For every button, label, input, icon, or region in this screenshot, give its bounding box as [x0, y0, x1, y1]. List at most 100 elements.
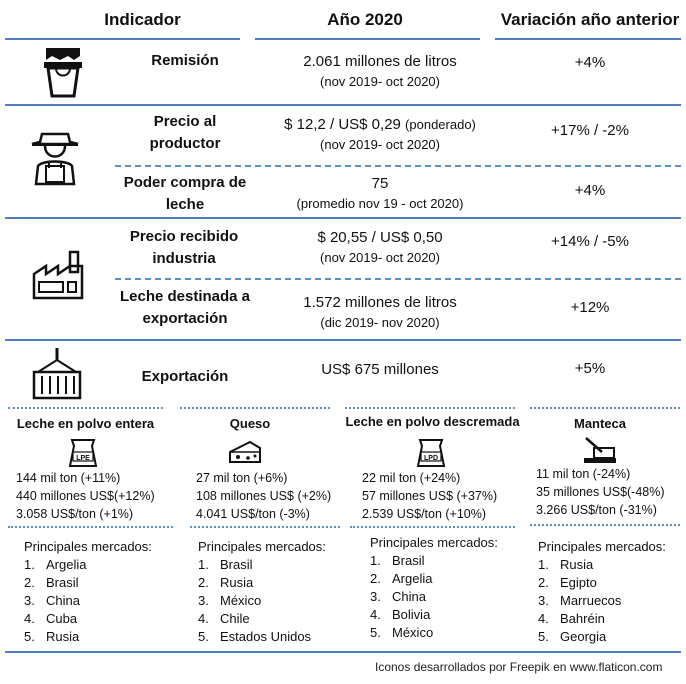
header-indicador: Indicador	[104, 10, 181, 29]
period-remision: (nov 2019- oct 2020)	[320, 74, 440, 89]
header-rule-3	[495, 38, 681, 40]
value-precio-industria-main: $ 20,55 / US$ 0,50	[317, 229, 443, 246]
value-precio-industria: $ 20,55 / US$ 0,50 (nov 2019- oct 2020)	[262, 228, 498, 268]
label-exportacion: Exportación	[141, 368, 229, 385]
markets-title-lpd: Principales mercados:	[370, 535, 498, 550]
markets-lpd: Principales mercados: 1. Brasil 2. Argelia…	[370, 534, 520, 642]
product-name-queso: Queso	[229, 416, 271, 431]
lpd-icon-text: LPD	[424, 455, 438, 462]
dash-rule-1	[115, 165, 681, 167]
cheese-icon	[229, 440, 261, 463]
markets-title-lpe: Principales mercados:	[24, 539, 152, 554]
lpe-icon-text: LPE	[76, 455, 90, 462]
value-leche-exportacion-main: 1.572 millones de litros	[303, 294, 457, 311]
label-remision: Remisión	[151, 52, 219, 69]
market-lpe-4: Cuba	[46, 611, 78, 626]
variation-exportacion: +5%	[574, 360, 606, 377]
stat-lpe-2: 3.058 US$/ton (+1%)	[16, 507, 134, 521]
market-lpd-5: México	[392, 625, 434, 640]
market-manteca-5: Georgia	[560, 629, 607, 644]
header-rule-2	[255, 38, 480, 40]
market-manteca-4: Bahréin	[560, 611, 605, 626]
stat-lpd-1: 57 millones US$ (+37%)	[362, 489, 498, 503]
product-name-manteca: Manteca	[573, 416, 627, 431]
period-leche-exportacion: (dic 2019- nov 2020)	[320, 315, 440, 330]
rule-after-leche-exportacion	[5, 339, 681, 341]
footer-credit: Iconos desarrollados por Freepik en www.…	[375, 660, 663, 674]
label-leche-exportacion: Leche destinada a exportación	[119, 288, 251, 327]
product-top-rule-3	[345, 407, 515, 409]
rule-after-poder	[5, 217, 681, 219]
stat-manteca-1: 35 millones US$(-48%)	[536, 485, 665, 499]
header-anio: Año 2020	[327, 10, 403, 29]
stats-queso: 27 mil ton (+6%) 108 millones US$ (+2%) …	[196, 469, 346, 523]
markets-title-queso: Principales mercados:	[198, 539, 326, 554]
stat-queso-1: 108 millones US$ (+2%)	[196, 489, 332, 503]
product-name-lpd: Leche en polvo descremada	[345, 414, 520, 429]
header-rule-1	[5, 38, 240, 40]
powder-bag-lpd-icon: LPD	[416, 439, 446, 467]
market-lpd-4: Bolivia	[392, 607, 431, 622]
value-leche-exportacion: 1.572 millones de litros (dic 2019- nov …	[262, 293, 498, 333]
rule-after-remision	[5, 104, 681, 106]
stat-manteca-0: 11 mil ton (-24%)	[536, 467, 631, 481]
product-top-rule-1	[8, 407, 163, 409]
stat-queso-2: 4.041 US$/ton (-3%)	[196, 507, 310, 521]
butter-icon	[584, 437, 616, 463]
value-poder-compra: 75 (promedio nov 19 - oct 2020)	[262, 174, 498, 214]
markets-manteca: Principales mercados: 1. Rusia 2. Egipto 3…	[538, 538, 683, 646]
powder-bag-lpe-icon: LPE	[68, 439, 98, 467]
container-crane-icon	[32, 348, 82, 400]
label-precio-industria: Precio recibido industria	[129, 228, 239, 267]
market-lpd-1: Brasil	[392, 553, 425, 568]
market-lpe-3: China	[46, 593, 80, 608]
market-queso-5: Estados Unidos	[220, 629, 312, 644]
product-top-rule-4	[530, 407, 680, 409]
period-precio-industria: (nov 2019- oct 2020)	[320, 250, 440, 265]
markets-title-manteca: Principales mercados:	[538, 539, 666, 554]
value-remision: 2.061 millones de litros (nov 2019- oct …	[265, 52, 495, 92]
stats-manteca: 11 mil ton (-24%) 35 millones US$(-48%) …	[536, 465, 686, 519]
market-manteca-1: Rusia	[560, 557, 594, 572]
product-mid-rule-3	[350, 526, 515, 528]
market-manteca-3: Marruecos	[560, 593, 622, 608]
product-mid-rule-1	[8, 526, 173, 528]
markets-queso: Principales mercados: 1. Brasil 2. Rusia 3…	[198, 538, 348, 646]
variation-precio-industria: +14% / -5%	[551, 233, 629, 250]
label-precio-productor: Precio al productor	[149, 113, 221, 152]
product-mid-rule-2	[190, 526, 340, 528]
variation-precio-productor: +17% / -2%	[551, 122, 629, 139]
stat-queso-0: 27 mil ton (+6%)	[196, 471, 288, 485]
market-queso-3: México	[220, 593, 262, 608]
variation-remision: +4%	[574, 54, 606, 71]
stat-manteca-2: 3.266 US$/ton (-31%)	[536, 503, 657, 517]
value-remision-main: 2.061 millones de litros	[303, 53, 457, 70]
market-queso-4: Chile	[220, 611, 250, 626]
value-precio-productor-main: $ 12,2 / US$ 0,29	[284, 116, 401, 133]
markets-lpe: Principales mercados: 1. Argelia 2. Brasil…	[24, 538, 174, 646]
value-exportacion: US$ 675 millones	[321, 361, 439, 378]
variation-poder-compra: +4%	[574, 182, 606, 199]
market-lpe-1: Argelia	[46, 557, 87, 572]
period-poder-compra: (promedio nov 19 - oct 2020)	[296, 196, 464, 211]
variation-leche-exportacion: +12%	[570, 299, 610, 316]
market-queso-2: Rusia	[220, 575, 254, 590]
market-manteca-2: Egipto	[560, 575, 597, 590]
stat-lpe-1: 440 millones US$(+12%)	[16, 489, 155, 503]
value-precio-productor-note: (ponderado)	[405, 117, 476, 132]
market-lpd-3: China	[392, 589, 426, 604]
milk-bucket-icon	[44, 48, 82, 98]
value-precio-productor: $ 12,2 / US$ 0,29 (ponderado) (nov 2019-…	[262, 115, 498, 155]
dash-rule-2	[115, 278, 681, 280]
product-top-rule-2	[180, 407, 330, 409]
stats-lpe: 144 mil ton (+11%) 440 millones US$(+12%…	[16, 469, 176, 523]
market-lpe-2: Brasil	[46, 575, 79, 590]
stat-lpd-2: 2.539 US$/ton (+10%)	[362, 507, 487, 521]
label-poder-compra: Poder compra de leche	[123, 174, 247, 213]
market-lpd-2: Argelia	[392, 571, 433, 586]
period-precio-productor: (nov 2019- oct 2020)	[320, 137, 440, 152]
farmer-icon	[31, 132, 79, 186]
stats-lpd: 22 mil ton (+24%) 57 millones US$ (+37%)…	[362, 469, 522, 523]
stat-lpe-0: 144 mil ton (+11%)	[16, 471, 121, 485]
header-variacion: Variación año anterior	[500, 10, 680, 29]
